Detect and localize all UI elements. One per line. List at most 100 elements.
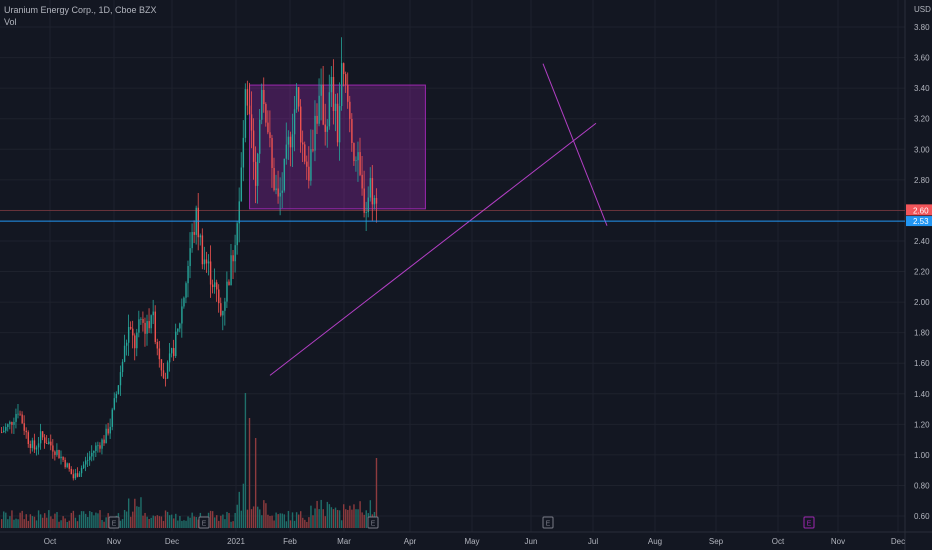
candle-body [123,345,126,362]
volume-bar [375,458,378,528]
volume-bar [230,521,232,528]
volume-bar [213,517,216,528]
y-tick-label: 0.60 [914,512,930,521]
candle-body [297,87,300,107]
candle-body [44,437,46,444]
volume-bar [318,509,320,528]
horizontal-lines[interactable] [0,210,905,222]
volume-bar [332,509,335,528]
candle-body [222,310,224,316]
candle-body [287,136,290,145]
volume-bar [279,513,281,528]
volume-bar [291,512,294,528]
candle-body [371,178,374,205]
volume-bar [246,509,249,528]
earnings-icon [367,516,379,529]
earnings-label: E [807,521,812,528]
candle-body [277,188,279,197]
candle-body [328,92,331,127]
volume-bar [25,514,27,528]
x-tick-label: Aug [648,537,662,546]
volume-bar [347,509,349,528]
candle-body [232,255,234,262]
volume-bar [168,515,171,528]
candle-body [322,84,324,125]
volume-bar [226,511,228,528]
volume-bar [74,517,77,528]
volume-bar [343,504,345,528]
candle-body [224,301,226,311]
candle-body [205,259,208,264]
candle-body [48,441,50,444]
volume-bar [95,512,97,528]
candle-body [74,473,77,479]
candle-body [304,144,306,162]
candle-body [156,341,159,349]
candle-body [338,106,341,143]
candle-body [306,161,308,167]
earnings-icon [198,516,210,529]
volume-bar [103,521,105,528]
x-tick-label: Oct [44,537,57,546]
x-tick-label: Oct [772,537,785,546]
volume-bar [334,507,337,528]
candle-body [289,136,292,148]
candle-body [334,103,337,111]
candle-body [179,323,181,329]
volume-bar [173,518,175,528]
time-axis[interactable]: Oct Nov Dec 2021 Feb Mar Apr May Jun Jul Aug Sep Oct… [44,537,905,546]
candle-body [187,266,189,284]
volume-bar [23,519,25,528]
candle-body [170,348,173,354]
volume-bar [369,500,372,528]
candle-body [152,311,154,316]
volume-bar [136,506,138,528]
volume-bar [353,504,355,528]
volume-bar [254,438,257,528]
candle-body [138,319,140,333]
candle-body [363,188,365,213]
candle-body [271,138,273,169]
candle-body [316,115,318,124]
candle-body [58,450,60,459]
candle-body [193,232,195,235]
volume-bar [259,509,261,528]
candle-body [236,223,238,246]
volume-bar [31,516,34,528]
candle-body [78,473,81,477]
earnings-icon [542,516,554,529]
y-tick-label: 2.20 [914,268,930,277]
candle-body [308,166,310,181]
volume-bar [304,519,306,528]
candle-body [121,361,124,373]
volume-bar [9,516,11,528]
trendlines[interactable] [269,63,608,376]
volume-bar [99,510,101,528]
volume-bar [134,498,136,528]
candle-body [343,63,345,75]
candle-body [207,261,210,264]
x-tick-label: Feb [283,537,297,546]
volume-bar [97,513,99,528]
y-tick-label: 3.20 [914,115,930,124]
y-tick-label: 0.80 [914,481,930,490]
volume-bar [195,516,197,528]
candle-body [7,424,9,427]
volume-bar [130,516,132,528]
volume-bar [160,516,163,528]
volume-bar [359,501,361,528]
x-tick-label: Jun [525,537,538,546]
candle-body [332,76,335,111]
earnings-label: E [202,521,207,528]
y-tick-label: 3.60 [914,54,930,63]
x-tick-label: May [464,537,479,546]
price-axis[interactable]: 3.80 3.60 3.40 3.20 3.00 2.80 2.60 2.40 2.20 2.00… [906,23,932,521]
candle-body [146,321,148,334]
volume-bar [56,512,58,528]
candle-body [330,76,333,93]
ascending-trendline[interactable] [269,122,597,376]
candle-body [21,414,23,424]
descending-trendline[interactable] [542,63,608,226]
candle-body [162,370,165,378]
